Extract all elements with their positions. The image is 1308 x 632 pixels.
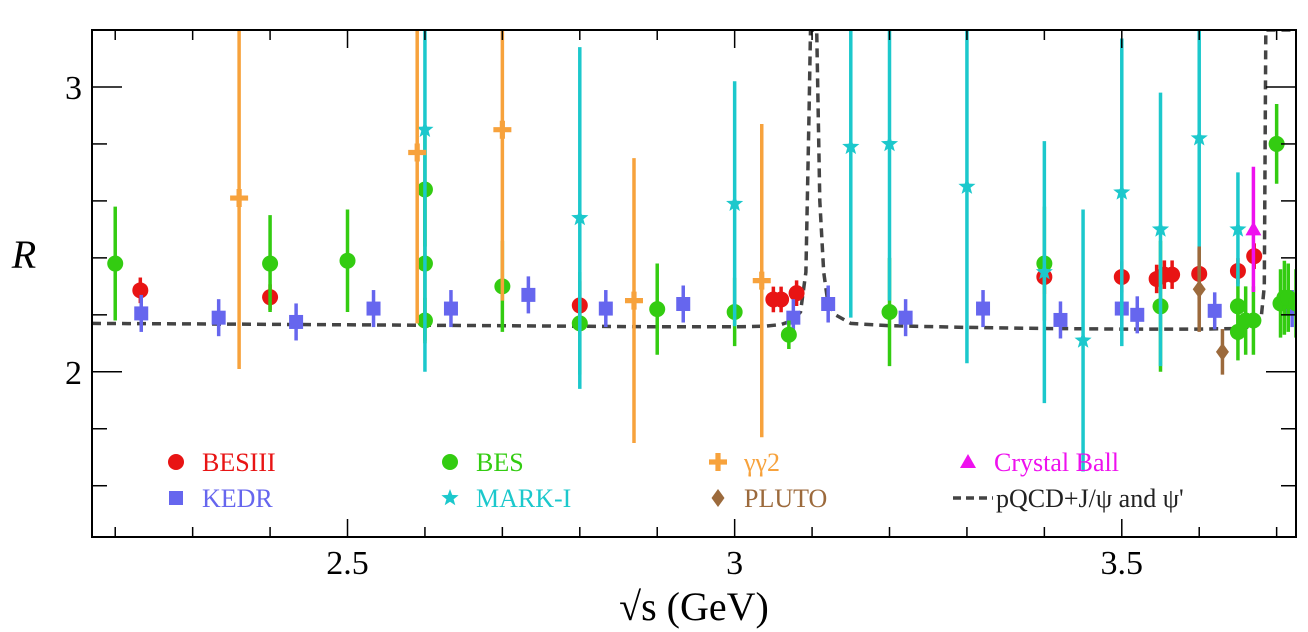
data-point (676, 297, 691, 312)
data-point (821, 297, 836, 312)
x-tick-label: 2.5 (326, 545, 369, 582)
y-tick-label: 2 (65, 355, 82, 392)
legend-label: BESIII (202, 448, 276, 477)
axes: 2.5 3 3.5 2 3 (65, 29, 1296, 582)
data-point (780, 326, 797, 343)
data-point (289, 314, 304, 329)
y-tick-label: 3 (65, 70, 82, 107)
data-point (881, 303, 898, 320)
data-point (571, 209, 589, 226)
legend-label: BES (476, 448, 524, 477)
chart-marks (92, 30, 1296, 472)
legend-label: Crystal Ball (994, 448, 1119, 477)
data-point (493, 120, 512, 139)
data-point (649, 301, 666, 318)
data-point (842, 137, 860, 155)
series-crystal-ball (1245, 166, 1262, 293)
data-point (1113, 183, 1131, 200)
data-point (1074, 331, 1092, 348)
data-point (416, 120, 434, 137)
data-point (1192, 280, 1206, 299)
legend-label: KEDR (202, 484, 273, 513)
legend-marker (442, 454, 458, 470)
series-bes (107, 104, 1296, 375)
legend: BESIII KEDR BES MARK-I γγ2 PLUTO Crystal Ball p… (168, 448, 1184, 513)
data-point (624, 291, 643, 310)
data-point (1207, 303, 1222, 318)
data-point (1130, 307, 1145, 322)
x-tick-label: 3.5 (1101, 545, 1144, 582)
y-axis-title: R (11, 232, 36, 277)
data-point (752, 271, 771, 290)
series-pluto (1192, 246, 1229, 375)
data-point (1190, 129, 1208, 146)
data-point (1268, 135, 1285, 152)
data-point (1164, 266, 1181, 283)
series-2 (230, 30, 771, 444)
data-point (107, 255, 124, 272)
data-point (443, 301, 458, 316)
legend-marker (169, 491, 183, 505)
data-point (1245, 221, 1262, 236)
data-point (1245, 312, 1262, 329)
data-point (1151, 220, 1170, 237)
data-point (726, 194, 744, 211)
legend-marker (709, 453, 728, 471)
data-point (1229, 220, 1247, 237)
data-point (898, 310, 913, 325)
legend-marker (711, 489, 725, 507)
data-point (262, 255, 279, 272)
legend-marker (441, 489, 459, 506)
x-axis-title: √s (GeV) (619, 584, 769, 629)
legend-marker (168, 454, 184, 470)
data-point (211, 310, 226, 325)
legend-label: pQCD+J/ψ and ψ' (996, 484, 1184, 513)
theory-curve (92, 30, 1296, 331)
legend-marker (960, 454, 976, 468)
data-point (1053, 312, 1068, 327)
data-point (521, 287, 536, 302)
data-point (598, 301, 613, 316)
data-point (958, 177, 976, 194)
legend-label: MARK-I (476, 484, 571, 513)
data-point (408, 143, 427, 162)
legend-label: γγ2 (743, 448, 780, 477)
data-point (339, 252, 356, 269)
data-point (1215, 342, 1229, 361)
data-point (1229, 323, 1246, 340)
data-point (788, 285, 805, 302)
data-point (976, 301, 991, 316)
data-point (1035, 263, 1053, 280)
data-point (773, 291, 790, 308)
data-point (880, 134, 899, 152)
data-point (366, 301, 381, 316)
x-tick-label: 3 (726, 545, 743, 582)
legend-label: PLUTO (744, 484, 827, 513)
plot-frame (91, 29, 1297, 538)
data-point (1288, 295, 1296, 312)
data-point (230, 189, 249, 208)
series-mark-i (416, 30, 1247, 472)
data-point (132, 282, 149, 299)
series-kedr (134, 276, 1296, 341)
data-point (134, 306, 149, 321)
